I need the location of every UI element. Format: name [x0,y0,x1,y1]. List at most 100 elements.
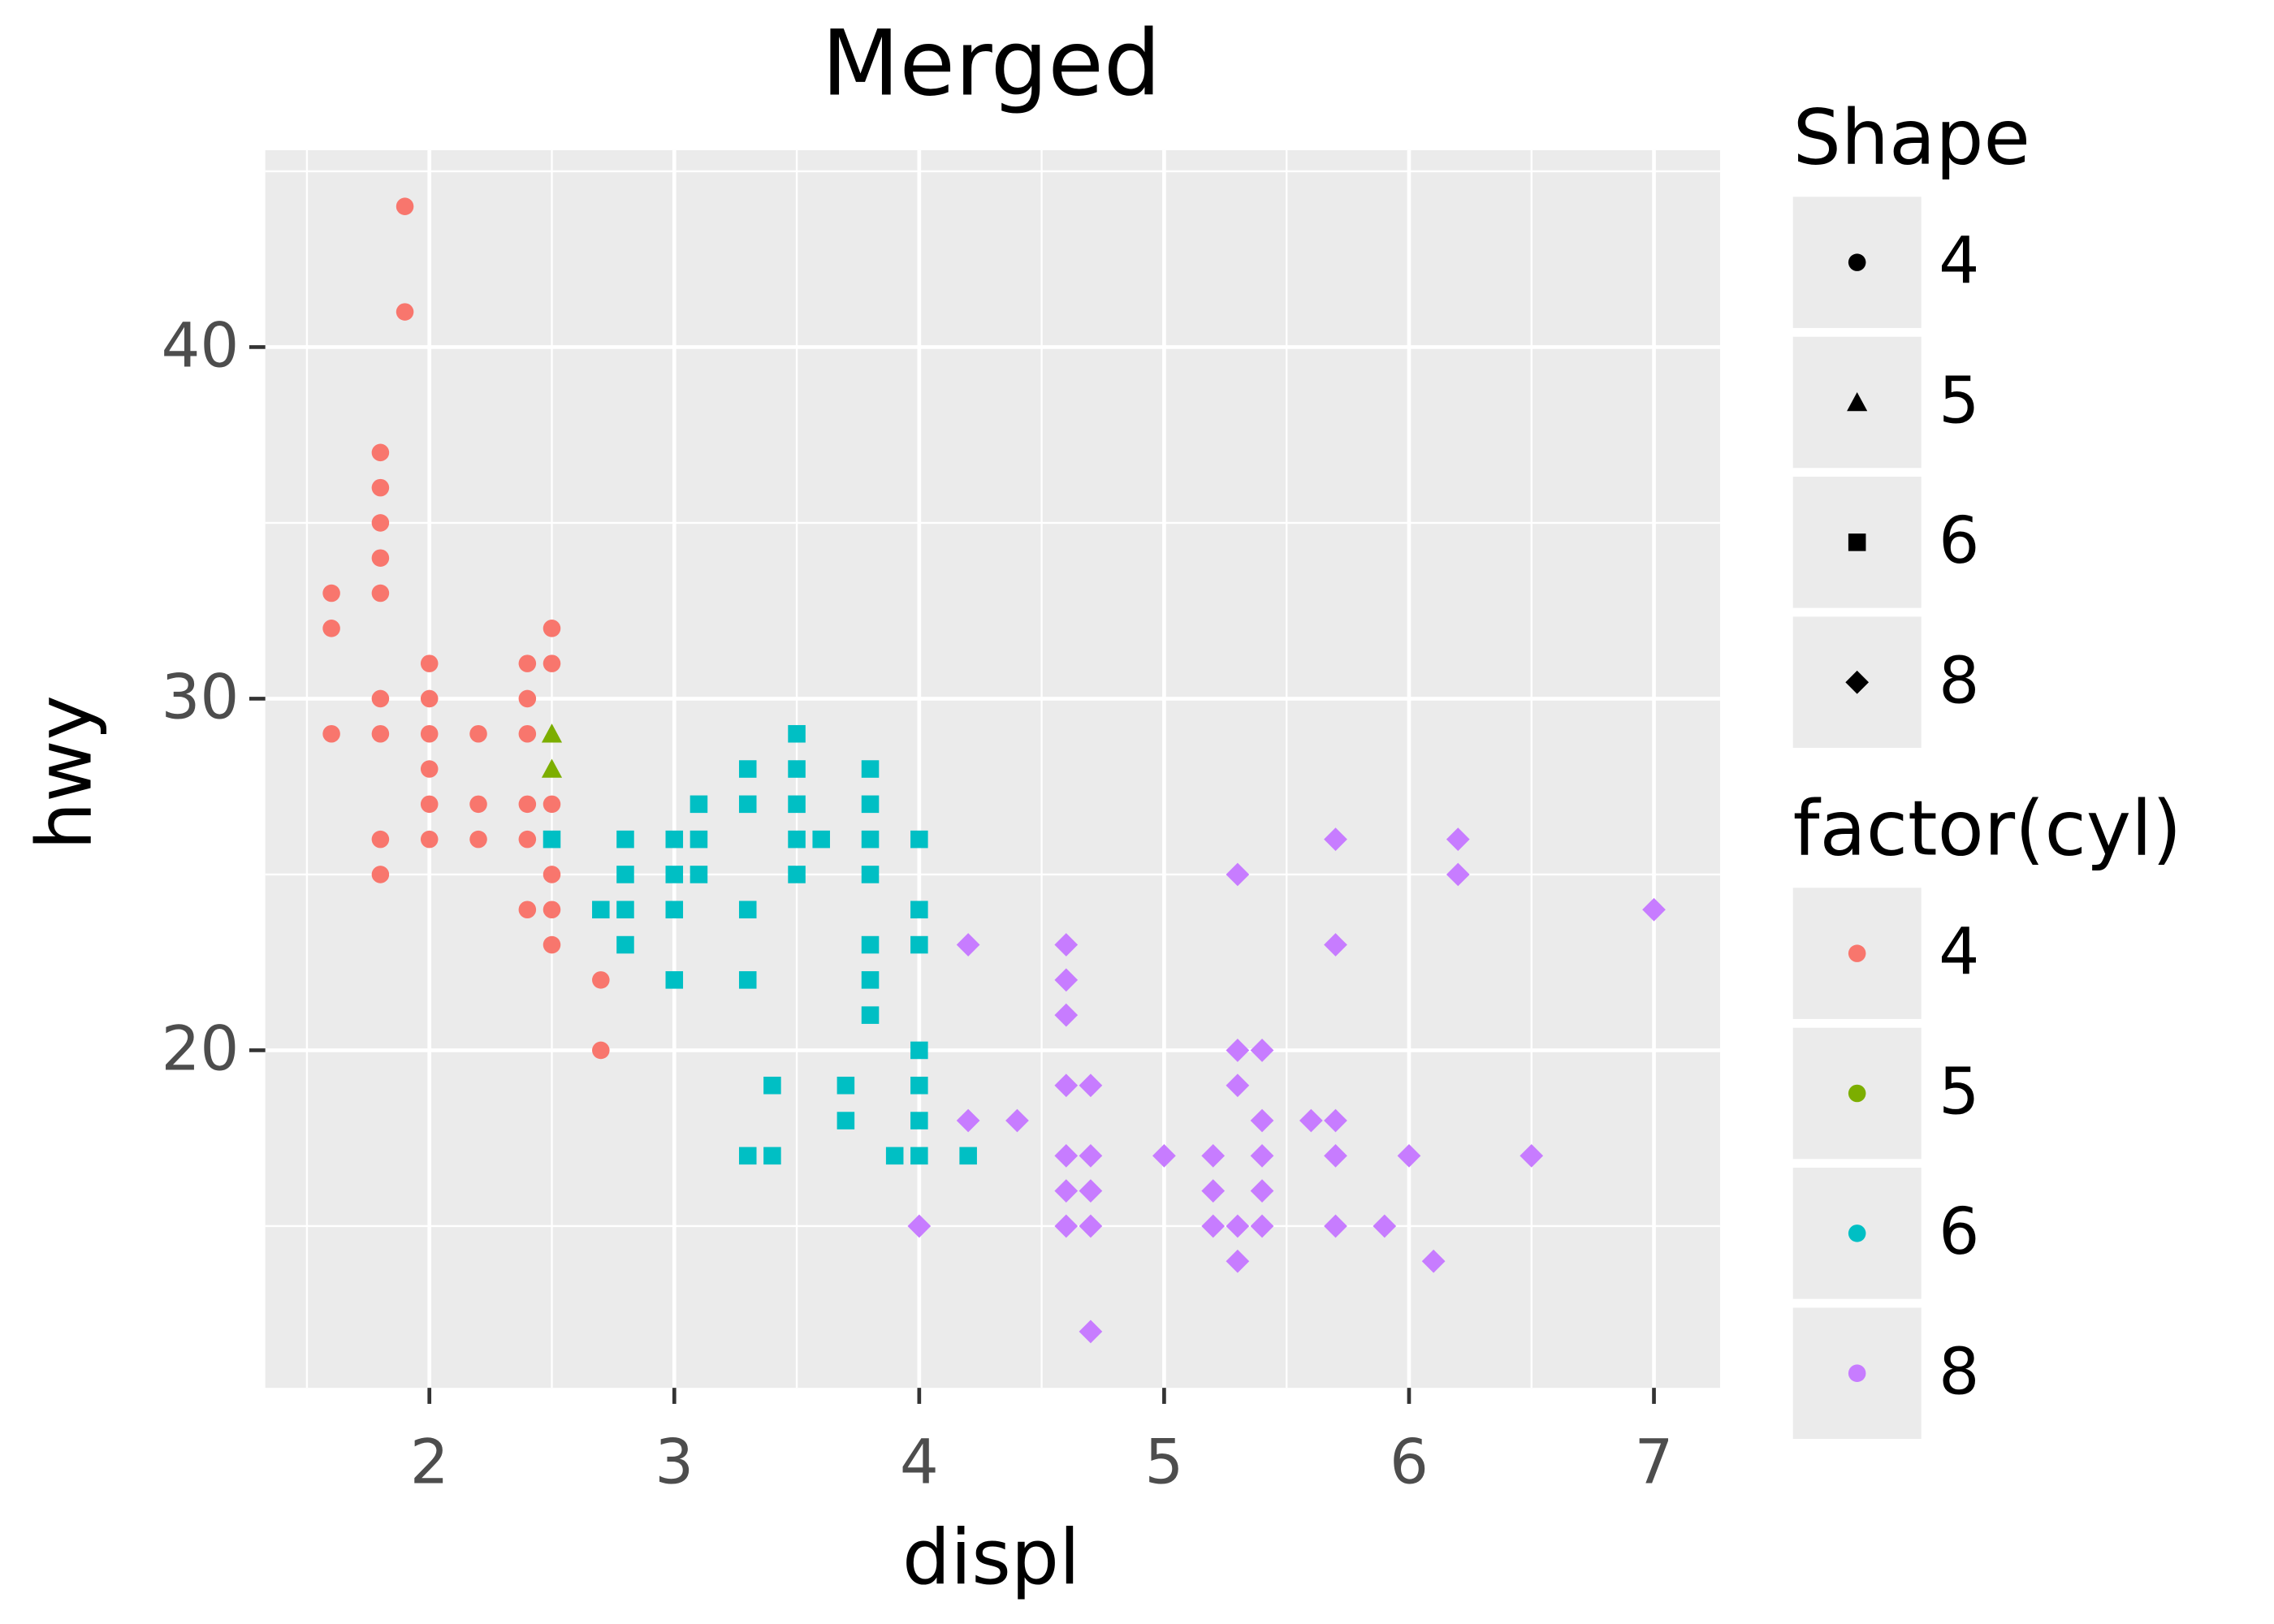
point [907,1214,932,1238]
point [910,1147,928,1165]
point [322,584,340,603]
point [910,830,928,849]
point [861,830,880,849]
y-tick-label: 40 [161,309,239,381]
x-tick-label: 4 [900,1427,939,1498]
legend-label: 8 [1939,1334,1979,1409]
point [371,478,390,497]
point [396,303,414,321]
point [420,724,439,743]
point [861,935,880,954]
point [543,795,561,814]
point [518,724,537,743]
plot-panel [265,149,1720,1389]
point [788,724,806,743]
point [910,935,928,954]
point [371,866,390,883]
point [1226,1039,1250,1062]
point [543,935,561,954]
point [371,549,390,567]
legend-label: 6 [1939,503,1979,578]
point [910,1041,928,1060]
point [518,689,537,708]
point [1324,933,1347,957]
point [518,830,537,849]
point [738,760,757,778]
point [616,866,634,883]
point [788,830,806,849]
point [543,901,561,919]
point [371,514,390,532]
point [1226,1214,1250,1238]
point [371,584,390,603]
point [1373,1214,1397,1238]
legend-symbol [1848,1224,1866,1242]
point [665,830,684,849]
point [420,689,439,708]
point [910,901,928,919]
point [788,760,806,778]
point [616,830,634,849]
point [738,901,757,919]
x-tick-label: 7 [1635,1427,1674,1498]
point [322,620,340,637]
point [518,795,537,814]
point [469,830,487,849]
point [665,901,684,919]
x-tick-label: 2 [410,1427,449,1498]
point [763,1076,781,1095]
point [738,1147,757,1165]
point [371,724,390,743]
point [738,795,757,814]
point [959,1147,977,1165]
point [592,971,610,989]
x-tick-label: 5 [1144,1427,1183,1498]
point [861,866,880,883]
point [690,866,708,883]
legend-label: 4 [1939,223,1979,298]
point [1250,1039,1274,1062]
point [1152,1143,1176,1168]
point [541,758,563,778]
point [690,830,708,849]
point [1250,1143,1274,1168]
x-tick-label: 3 [655,1427,694,1498]
point [322,724,340,743]
point [763,1147,781,1165]
point [371,443,390,462]
point [885,1147,904,1165]
point [420,760,439,778]
point [371,689,390,708]
point [371,830,390,849]
y-tick-label: 30 [161,662,239,733]
point [1642,897,1666,922]
point [543,654,561,672]
point [1520,1143,1544,1168]
point [518,901,537,919]
point [616,935,634,954]
legend-symbol [1848,253,1866,271]
point [788,866,806,883]
point [1250,1214,1274,1238]
point [861,1006,880,1024]
point [690,795,708,814]
point [910,1076,928,1095]
legend-label: 8 [1939,643,1979,718]
point [837,1076,855,1095]
point [738,971,757,989]
x-tick-label: 6 [1390,1427,1429,1498]
point [665,971,684,989]
x-axis-title: displ [902,1514,1080,1602]
point [592,901,610,919]
chart-title: Merged [822,11,1161,116]
point [541,723,563,743]
point [420,795,439,814]
point [543,620,561,637]
legend-symbol [1847,391,1868,412]
point [788,795,806,814]
point [910,1112,928,1129]
point [518,654,537,672]
y-axis-title: hwy [21,695,110,850]
shape-legend-title: Shape [1793,93,2030,182]
